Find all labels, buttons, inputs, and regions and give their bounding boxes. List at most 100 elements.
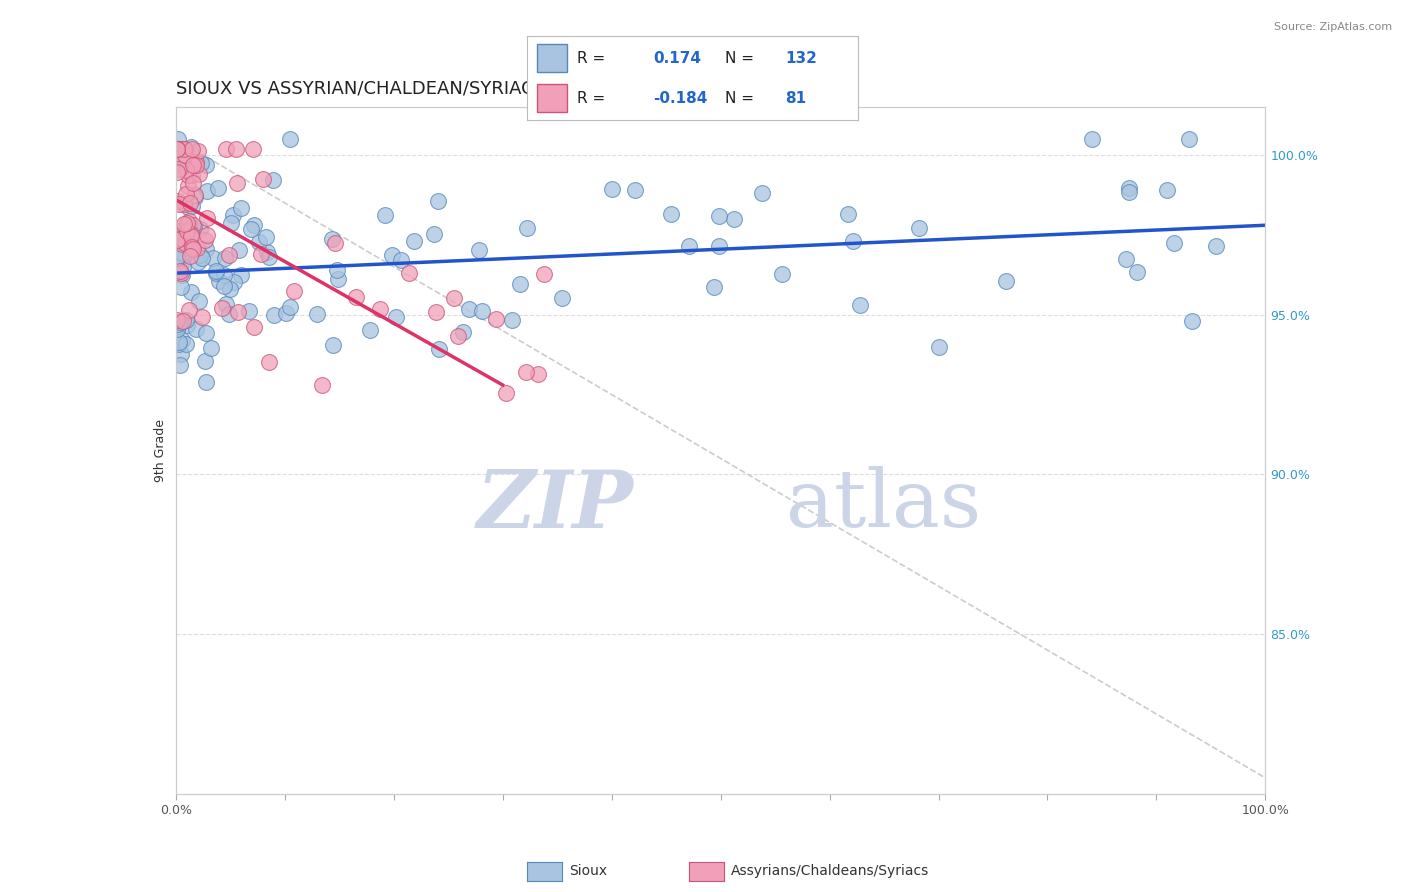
Point <box>170 280 193 294</box>
Point <box>170 266 193 280</box>
Point <box>166 194 188 209</box>
Point <box>624 183 647 197</box>
Point <box>174 336 197 351</box>
Point <box>256 245 278 260</box>
Point <box>172 246 194 260</box>
Point <box>516 221 538 235</box>
Point <box>186 155 208 169</box>
Point <box>311 378 333 392</box>
Point <box>709 210 731 224</box>
Text: SIOUX VS ASSYRIAN/CHALDEAN/SYRIAC 9TH GRADE CORRELATION CHART: SIOUX VS ASSYRIAN/CHALDEAN/SYRIAC 9TH GR… <box>176 79 845 97</box>
Text: ZIP: ZIP <box>477 467 633 544</box>
Point <box>1156 184 1178 198</box>
Point <box>218 307 240 321</box>
Point <box>222 208 245 222</box>
Point <box>551 291 574 305</box>
Point <box>678 239 700 253</box>
Point <box>186 241 208 255</box>
Point <box>485 312 508 326</box>
Point <box>173 142 195 156</box>
FancyBboxPatch shape <box>537 45 567 72</box>
Text: Sioux: Sioux <box>569 864 607 879</box>
Point <box>174 313 197 327</box>
Point <box>226 305 249 319</box>
Point <box>190 310 212 324</box>
Point <box>225 142 247 156</box>
Point <box>184 157 207 171</box>
Text: 0.174: 0.174 <box>652 51 700 66</box>
Point <box>167 318 190 333</box>
Point <box>195 184 218 198</box>
Point <box>252 172 274 186</box>
Point <box>188 294 211 309</box>
Point <box>172 268 194 282</box>
Point <box>179 229 201 244</box>
Point <box>194 157 217 171</box>
Point <box>447 329 470 343</box>
Point <box>259 250 281 264</box>
Point <box>172 237 194 252</box>
Text: Source: ZipAtlas.com: Source: ZipAtlas.com <box>1274 22 1392 32</box>
Point <box>176 219 198 233</box>
Point <box>173 248 195 262</box>
Point <box>205 266 228 280</box>
Point <box>176 200 198 214</box>
Point <box>167 317 190 331</box>
Point <box>751 186 773 200</box>
Point <box>240 221 263 235</box>
Point <box>194 354 217 368</box>
Point <box>212 268 235 283</box>
Point <box>225 176 247 190</box>
Point <box>425 304 447 318</box>
Point <box>181 240 204 254</box>
Point <box>263 308 285 322</box>
Point <box>167 162 190 177</box>
Point <box>374 208 396 222</box>
Point <box>231 268 253 282</box>
Point <box>1118 180 1140 194</box>
Point <box>195 326 218 340</box>
Point <box>194 233 217 247</box>
Point <box>176 219 198 233</box>
Point <box>402 234 425 248</box>
Point <box>176 168 198 182</box>
Point <box>177 303 200 318</box>
Point <box>257 354 280 368</box>
Point <box>707 238 730 252</box>
Point <box>423 227 446 241</box>
Text: atlas: atlas <box>786 467 981 544</box>
Point <box>328 272 350 286</box>
Point <box>242 319 264 334</box>
Point <box>195 228 218 243</box>
Point <box>283 284 305 298</box>
Point <box>908 221 931 235</box>
Point <box>243 218 266 232</box>
Point <box>443 291 465 305</box>
Point <box>169 142 191 156</box>
Point <box>457 301 479 316</box>
Point <box>187 167 209 181</box>
Point <box>1115 252 1137 267</box>
Point <box>1163 235 1185 250</box>
Point <box>659 207 682 221</box>
Point <box>176 318 198 332</box>
Point <box>166 142 188 156</box>
Point <box>174 186 197 201</box>
Point <box>242 142 264 156</box>
Point <box>172 228 194 243</box>
Point <box>325 263 347 277</box>
Point <box>166 251 188 265</box>
Point <box>167 132 190 146</box>
FancyBboxPatch shape <box>537 84 567 112</box>
Point <box>250 246 273 260</box>
Text: N =: N = <box>725 51 755 66</box>
Point <box>202 252 225 266</box>
Point <box>177 178 200 193</box>
Point <box>274 306 297 320</box>
Point <box>166 250 188 264</box>
Point <box>842 234 865 248</box>
Point <box>166 142 188 156</box>
Point <box>848 298 870 312</box>
Point <box>166 322 188 336</box>
Text: N =: N = <box>725 91 755 106</box>
